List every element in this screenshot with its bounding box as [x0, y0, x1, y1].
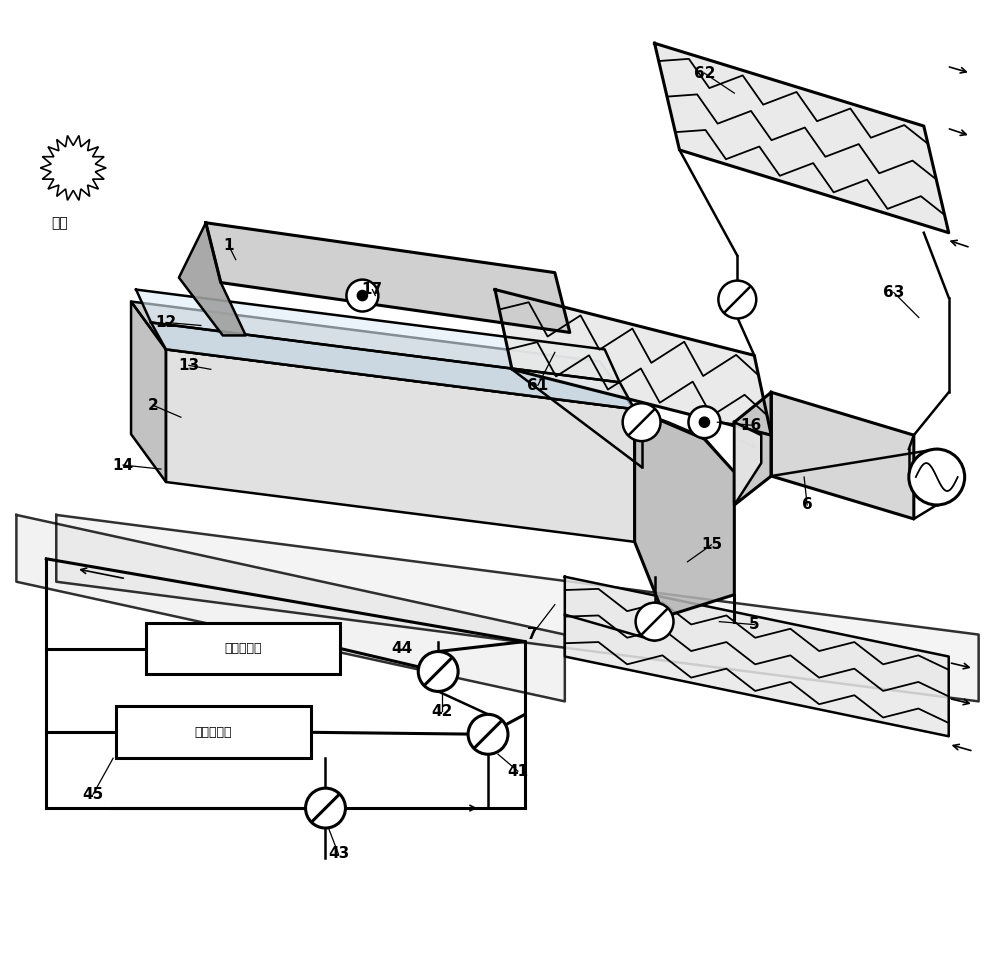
Polygon shape — [734, 422, 761, 505]
Circle shape — [909, 449, 965, 505]
Polygon shape — [56, 515, 979, 701]
Polygon shape — [166, 350, 635, 542]
Polygon shape — [151, 322, 635, 409]
Text: 6: 6 — [802, 497, 812, 513]
Text: 7: 7 — [527, 627, 537, 642]
Polygon shape — [136, 289, 620, 382]
Polygon shape — [635, 409, 734, 616]
Text: 14: 14 — [113, 457, 134, 473]
Polygon shape — [206, 223, 570, 332]
Polygon shape — [565, 576, 949, 737]
Polygon shape — [655, 43, 949, 233]
Text: 16: 16 — [741, 418, 762, 433]
Text: 2: 2 — [148, 398, 158, 412]
Text: 太阳: 太阳 — [51, 216, 68, 230]
Circle shape — [623, 404, 661, 442]
Text: 12: 12 — [155, 315, 177, 330]
Polygon shape — [179, 223, 246, 335]
Circle shape — [346, 279, 378, 312]
Text: 17: 17 — [362, 282, 383, 297]
Polygon shape — [734, 393, 771, 505]
Text: 42: 42 — [431, 703, 453, 719]
Text: 62: 62 — [694, 65, 715, 81]
Polygon shape — [771, 393, 914, 519]
Circle shape — [306, 788, 345, 828]
Polygon shape — [131, 302, 635, 409]
Text: 用热需求端: 用热需求端 — [224, 642, 262, 655]
Polygon shape — [16, 515, 565, 701]
Text: 63: 63 — [883, 285, 905, 300]
Polygon shape — [131, 302, 166, 482]
Circle shape — [418, 652, 458, 692]
Text: 供暖需求端: 供暖需求端 — [195, 726, 232, 739]
Circle shape — [699, 417, 710, 427]
Text: 15: 15 — [701, 537, 722, 552]
Circle shape — [357, 290, 367, 301]
Text: 43: 43 — [328, 846, 349, 862]
FancyBboxPatch shape — [146, 622, 340, 674]
Text: 41: 41 — [507, 764, 529, 779]
Text: 61: 61 — [527, 378, 549, 393]
Circle shape — [636, 603, 674, 641]
Polygon shape — [495, 289, 771, 435]
Text: 1: 1 — [224, 238, 234, 253]
Text: 44: 44 — [392, 641, 413, 656]
Polygon shape — [40, 136, 106, 200]
Circle shape — [688, 406, 720, 438]
Text: 45: 45 — [83, 786, 104, 802]
Circle shape — [468, 714, 508, 754]
Circle shape — [718, 280, 756, 319]
Text: 13: 13 — [178, 358, 199, 373]
Text: 5: 5 — [749, 617, 760, 632]
FancyBboxPatch shape — [116, 706, 311, 758]
